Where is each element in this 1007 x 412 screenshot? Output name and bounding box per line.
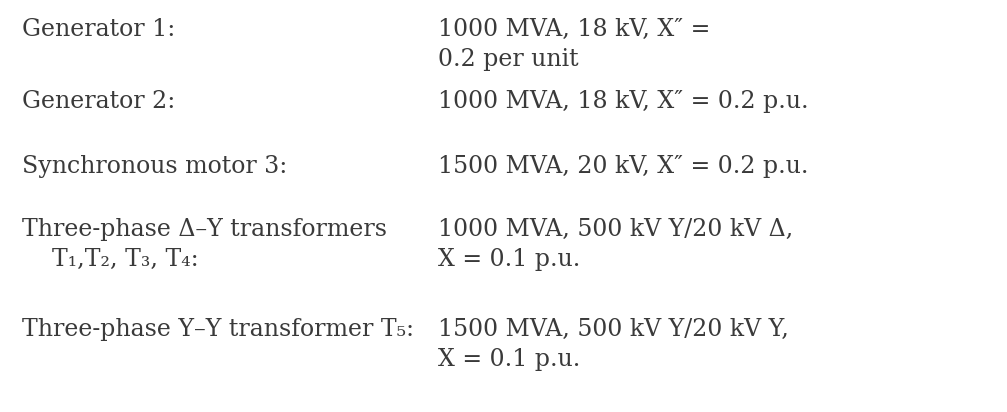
Text: T₁,T₂, T₃, T₄:: T₁,T₂, T₃, T₄: <box>22 248 198 271</box>
Text: 1500 MVA, 20 kV, X″ = 0.2 p.u.: 1500 MVA, 20 kV, X″ = 0.2 p.u. <box>438 155 809 178</box>
Text: Synchronous motor 3:: Synchronous motor 3: <box>22 155 287 178</box>
Text: X = 0.1 p.u.: X = 0.1 p.u. <box>438 348 580 371</box>
Text: Three-phase Δ–Y transformers: Three-phase Δ–Y transformers <box>22 218 387 241</box>
Text: 1000 MVA, 18 kV, X″ = 0.2 p.u.: 1000 MVA, 18 kV, X″ = 0.2 p.u. <box>438 90 809 113</box>
Text: 1500 MVA, 500 kV Y/20 kV Y,: 1500 MVA, 500 kV Y/20 kV Y, <box>438 318 788 341</box>
Text: 0.2 per unit: 0.2 per unit <box>438 48 579 71</box>
Text: 1000 MVA, 500 kV Y/20 kV Δ,: 1000 MVA, 500 kV Y/20 kV Δ, <box>438 218 794 241</box>
Text: X = 0.1 p.u.: X = 0.1 p.u. <box>438 248 580 271</box>
Text: Generator 2:: Generator 2: <box>22 90 175 113</box>
Text: Three-phase Y–Y transformer T₅:: Three-phase Y–Y transformer T₅: <box>22 318 414 341</box>
Text: 1000 MVA, 18 kV, X″ =: 1000 MVA, 18 kV, X″ = <box>438 18 710 41</box>
Text: Generator 1:: Generator 1: <box>22 18 175 41</box>
